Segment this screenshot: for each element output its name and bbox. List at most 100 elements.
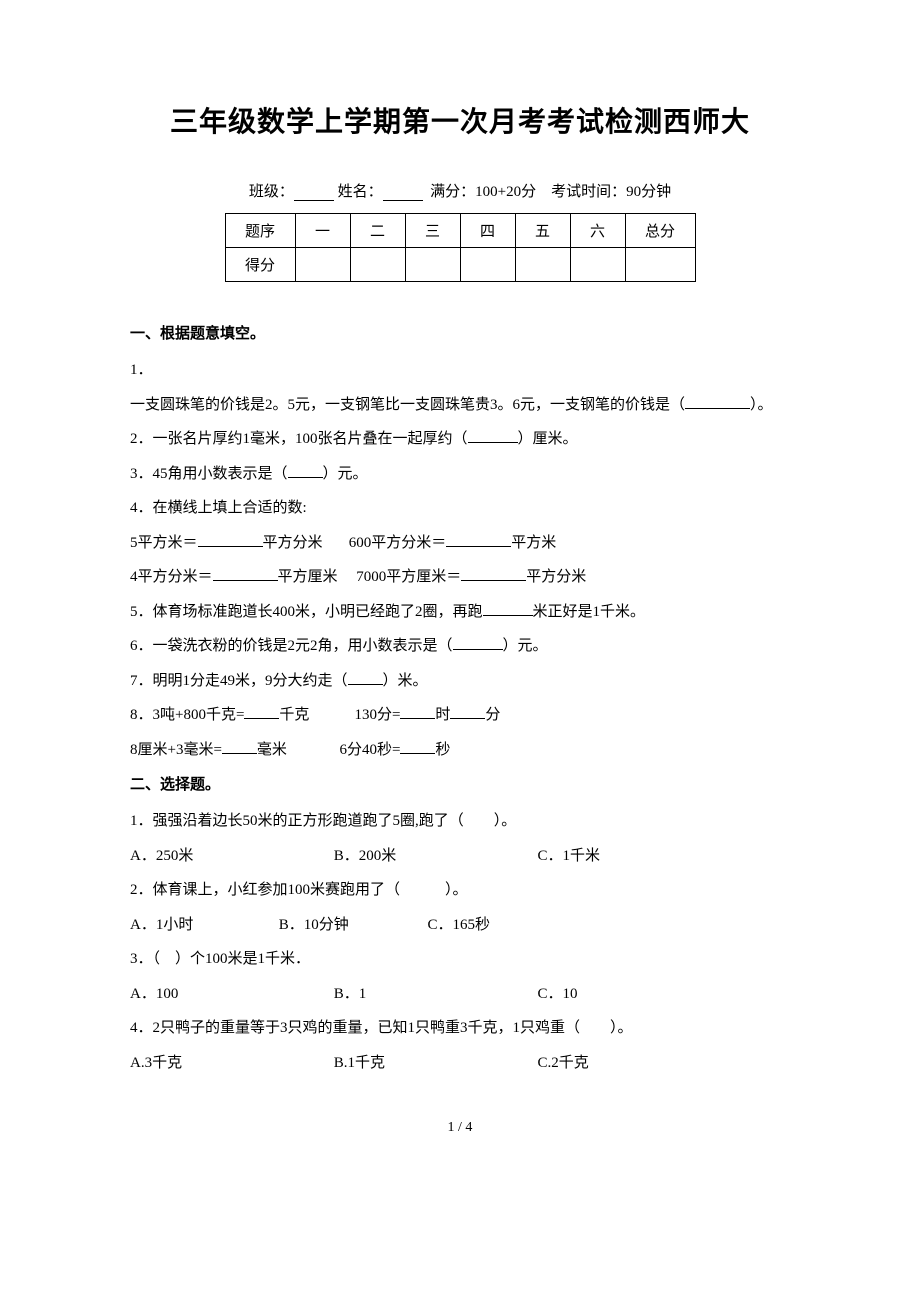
option-a: A．1小时: [130, 908, 275, 943]
exam-title: 三年级数学上学期第一次月考考试检测西师大: [130, 100, 790, 140]
q4-text: 4．在横线上填上合适的数:: [130, 500, 307, 516]
score-cell: [295, 248, 350, 282]
q8-l2a: 8厘米+3毫米=: [130, 742, 222, 758]
q4-l2b: 平方厘米: [278, 569, 338, 585]
question-8: 8．3吨+800千克= 千克 130分= 时 分 8厘米+3毫米= 毫米 6分40秒= 秒: [130, 698, 790, 767]
question-1: 1． 一支圆珠笔的价钱是2。5元，一支钢笔比一支圆珠笔贵3。6元，一支钢笔的价钱…: [130, 353, 790, 422]
col-cell: 四: [460, 214, 515, 248]
name-blank: [383, 183, 423, 201]
score-cell: [460, 248, 515, 282]
fill-blank: [400, 705, 435, 719]
fill-blank: [685, 395, 750, 409]
option-a: A.3千克: [130, 1046, 330, 1081]
question-6: 6．一袋洗衣粉的价钱是2元2角，用小数表示是（ ）元。: [130, 629, 790, 664]
q3-text: 3．（ ）个100米是1千米．: [130, 951, 310, 967]
fill-blank: [450, 705, 485, 719]
q8-l1c: 130分=: [354, 707, 400, 723]
question-3: 3．45角用小数表示是（ ）元。: [130, 457, 790, 492]
fill-blank: [198, 533, 263, 547]
class-label: 班级：: [249, 184, 294, 200]
option-c: C.2千克: [538, 1046, 589, 1081]
q8-l2b: 毫米: [257, 742, 287, 758]
score-label-cell: 得分: [225, 248, 295, 282]
q4-l1b: 平方分米: [263, 535, 323, 551]
fill-blank: [400, 740, 435, 754]
q8-l1a: 8．3吨+800千克=: [130, 707, 244, 723]
option-b: B．10分钟: [279, 908, 424, 943]
q4-l2d: 平方分米: [526, 569, 586, 585]
fill-blank: [468, 429, 518, 443]
mc-options-1: A．250米 B．200米 C．1千米: [130, 839, 790, 874]
table-row: 得分: [225, 248, 695, 282]
mc-options-3: A．100 B．1 C．10: [130, 977, 790, 1012]
mc-question-3: 3．（ ）个100米是1千米．: [130, 942, 790, 977]
q2-text: 2．一张名片厚约1毫米，100张名片叠在一起厚约（: [130, 431, 468, 447]
fill-blank: [446, 533, 511, 547]
name-label: 姓名：: [338, 184, 383, 200]
option-c: C．10: [538, 977, 578, 1012]
fill-blank: [348, 671, 383, 685]
q6-text: 6．一袋洗衣粉的价钱是2元2角，用小数表示是（: [130, 638, 453, 654]
question-5: 5．体育场标准跑道长400米，小明已经跑了2圈，再跑 米正好是1千米。: [130, 595, 790, 630]
q4-l2c: 7000平方厘米＝: [356, 569, 461, 585]
score-cell: [350, 248, 405, 282]
mc-question-4: 4．2只鸭子的重量等于3只鸡的重量，已知1只鸭重3千克，1只鸡重（ ）。: [130, 1011, 790, 1046]
class-blank: [294, 183, 334, 201]
option-c: C．1千米: [538, 839, 601, 874]
q3-text: 3．45角用小数表示是（: [130, 466, 288, 482]
mc-options-4: A.3千克 B.1千克 C.2千克: [130, 1046, 790, 1081]
header-cell: 题序: [225, 214, 295, 248]
q4-l1d: 平方米: [511, 535, 556, 551]
q1-end: ）。: [750, 397, 773, 413]
mc-options-2: A．1小时 B．10分钟 C．165秒: [130, 908, 790, 943]
mc-question-1: 1．强强沿着边长50米的正方形跑道跑了5圈,跑了（ ）。: [130, 804, 790, 839]
q4-l1a: 5平方米＝: [130, 535, 198, 551]
full-score-label: 满分：100+20分: [430, 184, 536, 200]
table-row: 题序 一 二 三 四 五 六 总分: [225, 214, 695, 248]
col-cell: 一: [295, 214, 350, 248]
q1-num: 1．: [130, 362, 153, 378]
score-cell: [625, 248, 695, 282]
fill-blank: [244, 705, 279, 719]
q7-text: 7．明明1分走49米，9分大约走（: [130, 673, 348, 689]
fill-blank: [461, 567, 526, 581]
score-table: 题序 一 二 三 四 五 六 总分 得分: [225, 213, 696, 282]
q7-end: ）米。: [383, 673, 428, 689]
q8-l1e: 分: [485, 707, 500, 723]
col-cell: 二: [350, 214, 405, 248]
q1-text: 1．强强沿着边长50米的正方形跑道跑了5圈,跑了（ ）。: [130, 813, 516, 829]
fill-blank: [288, 464, 323, 478]
score-cell: [515, 248, 570, 282]
time-label: 考试时间：90分钟: [551, 184, 671, 200]
question-4: 4．在横线上填上合适的数: 5平方米＝ 平方分米 600平方分米＝ 平方米 4平方分…: [130, 491, 790, 595]
option-c: C．165秒: [428, 908, 491, 943]
fill-blank: [222, 740, 257, 754]
q5-end: 米正好是1千米。: [533, 604, 646, 620]
q2-text: 2．体育课上，小红参加100米赛跑用了（ ）。: [130, 882, 468, 898]
q4-l1c: 600平方分米＝: [349, 535, 447, 551]
col-cell: 五: [515, 214, 570, 248]
q8-l2d: 秒: [435, 742, 450, 758]
mc-question-2: 2．体育课上，小红参加100米赛跑用了（ ）。: [130, 873, 790, 908]
q4-l2a: 4平方分米＝: [130, 569, 213, 585]
section1-header: 一、根据题意填空。: [130, 322, 790, 343]
option-a: A．100: [130, 977, 330, 1012]
q8-l1d: 时: [435, 707, 450, 723]
page-number: 1 / 4: [130, 1120, 790, 1136]
fill-blank: [453, 636, 503, 650]
q2-end: ）厘米。: [518, 431, 578, 447]
option-b: B．1: [334, 977, 534, 1012]
q5-text: 5．体育场标准跑道长400米，小明已经跑了2圈，再跑: [130, 604, 483, 620]
section2-header: 二、选择题。: [130, 773, 790, 794]
fill-blank: [483, 602, 533, 616]
option-b: B．200米: [334, 839, 534, 874]
q6-end: ）元。: [503, 638, 548, 654]
col-cell: 三: [405, 214, 460, 248]
q3-end: ）元。: [323, 466, 368, 482]
q4-text: 4．2只鸭子的重量等于3只鸡的重量，已知1只鸭重3千克，1只鸡重（ ）。: [130, 1020, 633, 1036]
q1-text: 一支圆珠笔的价钱是2。5元，一支钢笔比一支圆珠笔贵3。6元，一支钢笔的价钱是（: [130, 397, 685, 413]
q8-l1b: 千克: [279, 707, 309, 723]
score-cell: [405, 248, 460, 282]
q8-l2c: 6分40秒=: [339, 742, 400, 758]
option-a: A．250米: [130, 839, 330, 874]
